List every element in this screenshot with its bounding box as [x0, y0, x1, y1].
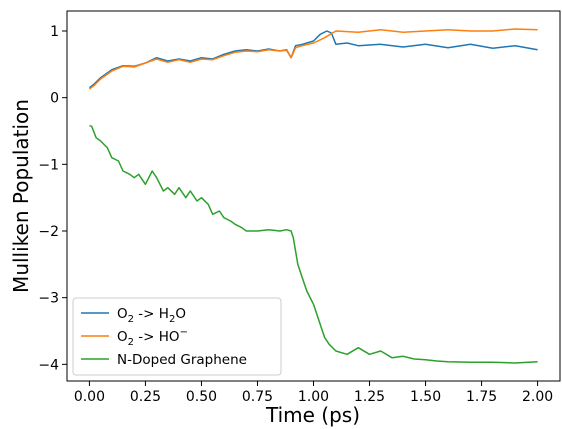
series-layer [88, 28, 538, 364]
y-axis: −4 −3 −2 −1 0 1 [38, 24, 67, 373]
legend-label: N-Doped Graphene [117, 352, 247, 368]
y-tick-label: 0 [50, 91, 59, 107]
x-tick-label: 1.25 [354, 389, 385, 405]
x-tick-label: 0.25 [130, 389, 161, 405]
legend-label: O2 -> HO− [117, 327, 188, 348]
y-tick-label: −3 [38, 291, 59, 307]
x-axis: 0.00 0.25 0.50 0.75 1.00 1.25 1.50 1.75 2.00 [74, 381, 553, 405]
y-tick-label: −4 [38, 357, 59, 373]
legend-label: O2 -> H2O [117, 306, 186, 325]
x-tick-label: 0.50 [186, 389, 217, 405]
y-tick-label: −2 [38, 224, 59, 240]
legend-box [72, 297, 282, 376]
x-tick-label: 1.50 [410, 389, 441, 405]
legend: O2 -> H2O O2 -> HO− N-Doped Graphene [72, 297, 282, 376]
y-tick-label: −1 [38, 157, 59, 173]
y-axis-label: Mulliken Population [9, 99, 33, 293]
x-tick-label: 2.00 [522, 389, 553, 405]
x-tick-label: 0.00 [74, 389, 105, 405]
x-tick-label: 1.75 [466, 389, 497, 405]
x-tick-label: 0.75 [242, 389, 273, 405]
series-line-1 [88, 28, 538, 90]
x-axis-label: Time (ps) [265, 403, 360, 427]
y-tick-label: 1 [50, 24, 59, 40]
x-tick-label: 1.00 [298, 389, 329, 405]
series-line-2 [89, 124, 538, 364]
